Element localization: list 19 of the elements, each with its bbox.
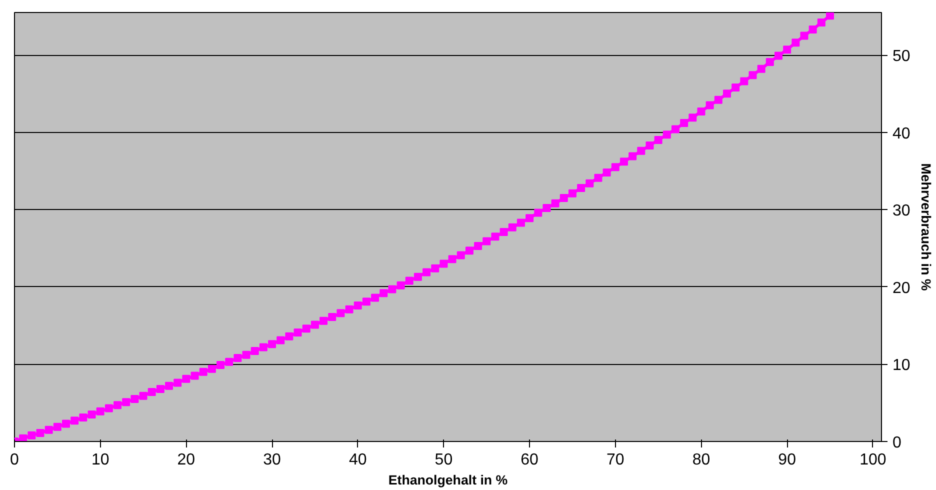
x-tick-label: 80 [692,452,710,468]
x-tick-label: 40 [348,452,367,468]
y-tick-label: 0 [892,434,902,452]
y-tick-label: 10 [892,357,910,374]
y-tick-label: 30 [892,202,910,220]
x-axis-title: Ethanolgehalt in % [388,472,508,488]
x-tick-label: 60 [520,452,539,468]
x-tick-label: 10 [91,452,110,468]
x-tick-label: 0 [10,452,20,468]
x-tick-label: 90 [778,452,796,468]
y-axis-title: Mehrverbrauch in % [918,163,934,291]
x-tick-label: 30 [263,452,282,468]
y-tick-label: 20 [892,280,910,297]
y-tick-label: 50 [892,48,910,66]
x-tick-label: 70 [606,452,624,468]
x-tick-label: 100 [860,452,886,468]
x-tick-label: 50 [434,452,453,468]
x-tick-label: 20 [177,452,196,468]
y-tick-label: 40 [892,125,910,142]
